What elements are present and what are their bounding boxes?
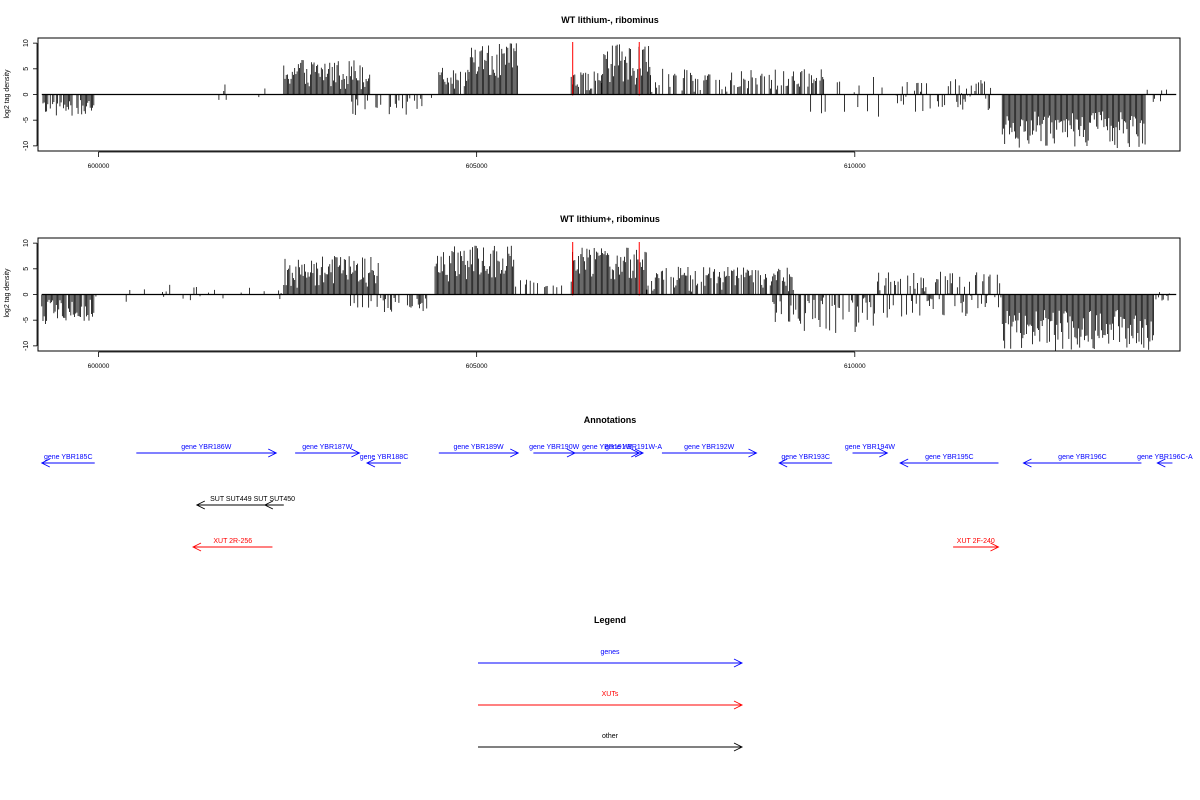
- feature-arrow-head: [879, 448, 889, 458]
- gene-feature: gene YBR192W: [661, 444, 758, 458]
- feature-label: gene YBR191W: [582, 444, 632, 451]
- annotation-features: gene YBR185C gene YBR186W gene YBR187W gene…: [40, 444, 1193, 552]
- gene-feature: gene YBR185C: [40, 454, 95, 468]
- track-panel-lithium-plus: WT lithium+, ribominus log2 tag density …: [4, 214, 1181, 370]
- legend-item-genes: genes: [478, 649, 744, 668]
- feature-label: gene YBR192W: [684, 444, 734, 451]
- x-axis: 600000 605000 610000: [88, 351, 866, 370]
- y-axis-label: log2 tag density: [4, 69, 11, 119]
- feature-arrow-head: [365, 458, 376, 468]
- legend-item-xuts: XUTs: [478, 691, 744, 710]
- gene-feature: gene YBR191W-A: [605, 444, 662, 458]
- track-panel-lithium-minus: WT lithium-, ribominus log2 tag density …: [4, 15, 1181, 170]
- feature-arrow-head: [748, 448, 758, 458]
- feature-arrow-head: [351, 448, 361, 458]
- y-tick-label: 0: [23, 292, 30, 296]
- x-tick-label: 600000: [88, 163, 110, 170]
- legend-title: Legend: [594, 615, 626, 625]
- feature-arrow-head: [733, 658, 744, 668]
- legend-item-other: other: [478, 733, 744, 752]
- gene-feature: gene YBR193C: [778, 454, 833, 468]
- feature-arrow-head: [990, 542, 1000, 552]
- data-bars: [42, 43, 1167, 149]
- y-tick-label: -5: [23, 117, 30, 123]
- panel-title: WT lithium-, ribominus: [561, 15, 659, 25]
- feature-label: gene YBR189W: [454, 444, 504, 451]
- y-tick-label: -5: [23, 317, 30, 323]
- x-tick-label: 610000: [844, 363, 866, 370]
- feature-label: gene YBR188C: [360, 454, 409, 461]
- x-tick-label: 600000: [88, 363, 110, 370]
- y-tick-label: -10: [23, 341, 30, 351]
- x-tick-label: 605000: [466, 363, 488, 370]
- feature-label: XUTs: [602, 691, 619, 698]
- gene-feature: gene YBR186W: [136, 444, 278, 458]
- xut-feature: XUT 2F-240: [953, 538, 1000, 552]
- y-tick-label: 10: [23, 39, 30, 47]
- sut-feature: SUT SUT450: [254, 496, 296, 510]
- gene-feature: gene YBR196C-A: [1137, 454, 1193, 468]
- legend-items: genes XUTs other: [478, 649, 744, 752]
- feature-label: XUT 2R-256: [213, 538, 252, 545]
- plot-frame: [37, 37, 1181, 152]
- feature-label: gene YBR196C-A: [1137, 454, 1193, 461]
- feature-arrow-head: [733, 742, 744, 752]
- data-bars: [41, 245, 1170, 351]
- marker-lines: [572, 42, 640, 96]
- feature-label: gene YBR193C: [781, 454, 830, 461]
- feature-label: SUT SUT450: [254, 496, 296, 503]
- feature-arrow-head: [733, 700, 744, 710]
- x-axis: 600000 605000 610000: [88, 151, 866, 170]
- feature-label: gene YBR194W: [845, 444, 895, 451]
- feature-label: other: [602, 733, 619, 740]
- gene-feature: gene YBR189W: [438, 444, 520, 458]
- gene-feature: gene YBR190W: [529, 444, 580, 458]
- feature-arrow-head: [192, 542, 202, 552]
- y-axis: 10 5 0 -5 -10: [23, 239, 38, 351]
- panel-title: WT lithium+, ribominus: [560, 214, 660, 224]
- feature-arrow-head: [899, 458, 909, 468]
- feature-label: XUT 2F-240: [957, 538, 995, 545]
- feature-label: gene YBR190W: [529, 444, 579, 451]
- x-tick-label: 610000: [844, 163, 866, 170]
- feature-label: gene YBR187W: [302, 444, 352, 451]
- x-tick-label: 605000: [466, 163, 488, 170]
- feature-arrow-head: [268, 448, 278, 458]
- annotations-title: Annotations: [584, 415, 637, 425]
- feature-arrow-head: [195, 500, 206, 510]
- plot-frame: [37, 237, 1181, 352]
- gene-feature: gene YBR187W: [295, 444, 361, 458]
- feature-arrow-head: [1156, 458, 1166, 468]
- feature-label: gene YBR185C: [44, 454, 93, 461]
- feature-arrow-head: [263, 500, 274, 510]
- y-axis: 10 5 0 -5 -10: [23, 39, 38, 151]
- feature-label: gene YBR195C: [925, 454, 974, 461]
- y-tick-label: 5: [23, 67, 30, 71]
- feature-label: gene YBR196C: [1058, 454, 1107, 461]
- feature-arrow-head: [510, 448, 520, 458]
- marker-lines: [572, 242, 640, 296]
- feature-label: gene YBR186W: [181, 444, 231, 451]
- legend: Legend genes XUTs other: [478, 615, 744, 752]
- feature-label: gene YBR191W-A: [605, 444, 662, 451]
- feature-arrow-head: [40, 458, 50, 468]
- y-axis-label: log2 tag density: [4, 268, 11, 318]
- feature-arrow-head: [1022, 458, 1032, 468]
- y-tick-label: 10: [23, 239, 30, 247]
- feature-label: SUT SUT449: [210, 496, 252, 503]
- y-tick-label: 0: [23, 92, 30, 96]
- feature-label: genes: [600, 649, 620, 656]
- feature-arrow-head: [778, 458, 788, 468]
- feature-arrow-head: [634, 448, 645, 458]
- gene-feature: gene YBR195C: [899, 454, 999, 468]
- y-tick-label: -10: [23, 141, 30, 151]
- xut-feature: XUT 2R-256: [192, 538, 273, 552]
- sut-feature: SUT SUT449: [195, 496, 265, 510]
- gene-feature: gene YBR196C: [1022, 454, 1142, 468]
- gene-feature: gene YBR194W: [845, 444, 895, 458]
- y-tick-label: 5: [23, 267, 30, 271]
- gene-feature: gene YBR188C: [360, 454, 409, 468]
